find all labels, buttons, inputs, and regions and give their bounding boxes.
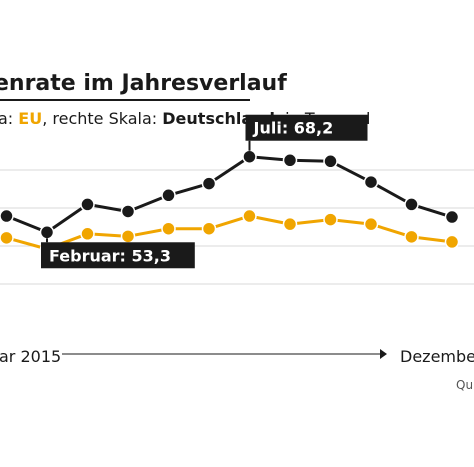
point-de <box>80 197 95 212</box>
point-de <box>323 154 338 169</box>
point-de <box>0 208 14 224</box>
source-label: Qu <box>456 378 473 392</box>
point-de <box>201 176 217 191</box>
point-eu <box>242 208 257 224</box>
x-end-label: Dezembe <box>400 347 474 366</box>
point-eu <box>0 230 14 246</box>
point-eu <box>120 229 136 244</box>
annotation: Februar: 53,3 <box>41 238 195 269</box>
point-eu <box>323 212 338 227</box>
x-start-label: ar 2015 <box>0 347 61 366</box>
point-de <box>242 149 257 164</box>
point-de <box>120 204 136 219</box>
point-eu <box>161 221 176 236</box>
annotation: Juli: 68,2 <box>245 114 368 151</box>
point-de <box>363 174 379 190</box>
x-axis: ar 2015 Dezembe <box>0 347 474 366</box>
point-de <box>404 197 419 212</box>
subtitle-segment: EU <box>18 109 42 128</box>
subtitle-segment: a: <box>0 109 18 128</box>
point-de <box>39 225 55 240</box>
point-eu <box>444 234 460 250</box>
point-eu <box>404 229 419 245</box>
point-de <box>161 188 176 203</box>
annotation-label: Juli: 68,2 <box>253 119 334 138</box>
point-de <box>444 209 460 225</box>
point-eu <box>282 216 298 232</box>
series-line-de <box>5 155 453 234</box>
point-eu <box>363 216 379 232</box>
series <box>0 149 460 257</box>
annotations: Juli: 68,2 Februar: 53,3 <box>41 114 368 269</box>
annotation-box <box>41 242 195 269</box>
point-eu <box>201 221 217 236</box>
chart-title: enrate im Jahresverlauf <box>0 71 287 96</box>
subtitle-segment: , rechte Skala: <box>42 109 162 128</box>
x-axis-arrowhead <box>380 349 387 359</box>
point-de <box>282 153 298 168</box>
annotation-box <box>245 114 368 141</box>
annotation-label: Februar: 53,3 <box>49 246 171 265</box>
point-eu <box>80 226 95 242</box>
